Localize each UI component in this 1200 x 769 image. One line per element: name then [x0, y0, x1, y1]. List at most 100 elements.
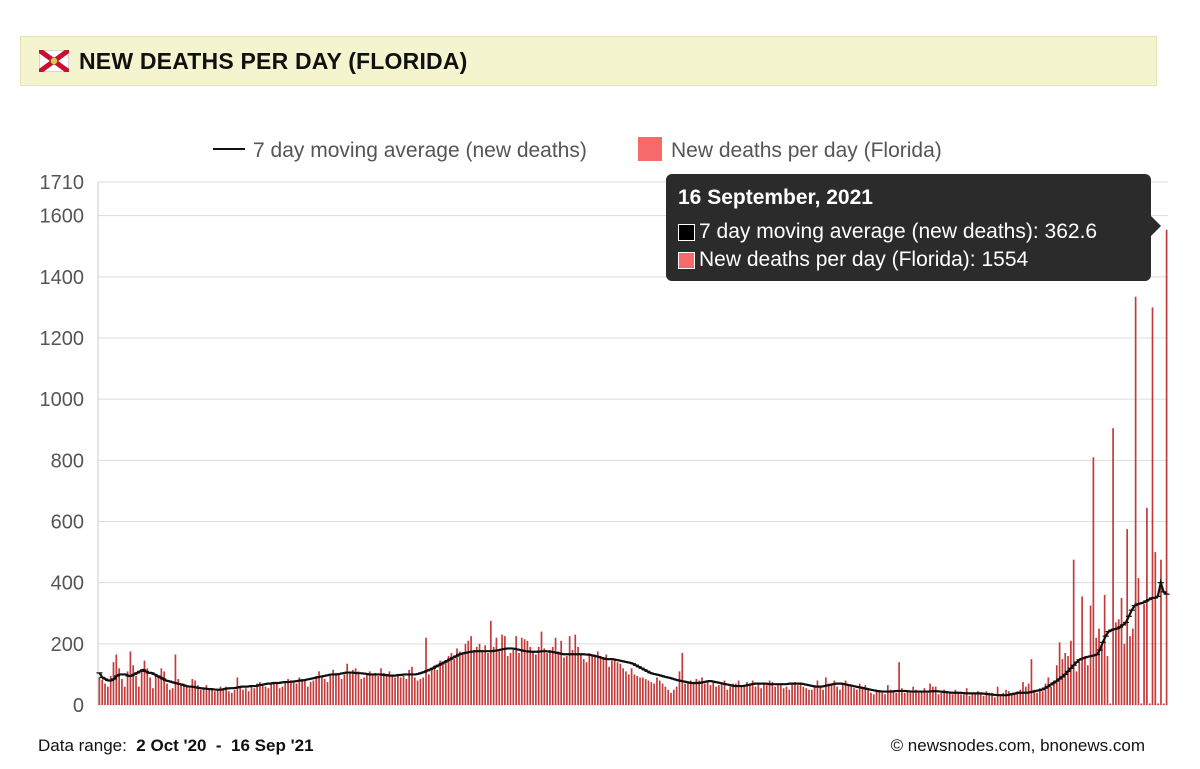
bar[interactable] [1055, 665, 1058, 705]
bar[interactable] [363, 677, 365, 705]
bar[interactable] [335, 672, 337, 705]
bar[interactable] [501, 634, 503, 705]
bar[interactable] [160, 668, 163, 705]
bar[interactable] [957, 692, 960, 705]
bar[interactable] [841, 683, 844, 705]
bar[interactable] [1024, 686, 1027, 705]
legend-bar-swatch[interactable] [638, 137, 662, 161]
bar[interactable] [915, 689, 917, 705]
bar[interactable] [1019, 689, 1022, 705]
bar[interactable] [737, 680, 740, 705]
bar[interactable] [419, 679, 422, 705]
bar[interactable] [779, 685, 782, 705]
bar[interactable] [146, 668, 149, 705]
bar[interactable] [633, 674, 636, 705]
bar[interactable] [447, 656, 450, 705]
bar[interactable] [718, 685, 720, 705]
bar[interactable] [833, 680, 836, 705]
bar[interactable] [112, 662, 115, 705]
bar[interactable] [644, 679, 647, 705]
bar[interactable] [650, 682, 653, 705]
bar[interactable] [940, 692, 943, 705]
bar[interactable] [239, 686, 242, 705]
bar[interactable] [101, 679, 104, 705]
bar[interactable] [999, 694, 1002, 705]
bar[interactable] [1002, 692, 1005, 705]
bar[interactable] [492, 646, 495, 705]
bar[interactable] [422, 677, 425, 705]
bar[interactable] [861, 686, 864, 705]
bar[interactable] [326, 682, 329, 705]
bar[interactable] [315, 675, 318, 705]
bar[interactable] [872, 694, 875, 705]
bar[interactable] [250, 686, 253, 705]
bar[interactable] [163, 671, 166, 705]
bar[interactable] [920, 691, 923, 705]
bar[interactable] [813, 685, 816, 705]
bar[interactable] [667, 689, 670, 705]
bar[interactable] [608, 666, 610, 705]
bar[interactable] [402, 675, 405, 705]
bar[interactable] [929, 683, 931, 705]
bar[interactable] [1151, 307, 1154, 705]
bar[interactable] [287, 679, 289, 705]
bar[interactable] [1064, 653, 1067, 705]
bar[interactable] [960, 694, 962, 705]
bar[interactable] [129, 651, 132, 705]
bar[interactable] [329, 675, 332, 705]
bar[interactable] [529, 646, 532, 705]
bar[interactable] [734, 683, 737, 705]
bar[interactable] [487, 653, 489, 705]
bar[interactable] [109, 675, 112, 705]
bar[interactable] [839, 689, 841, 705]
bar[interactable] [754, 686, 757, 705]
bar[interactable] [948, 692, 951, 705]
bar[interactable] [574, 634, 577, 705]
bar[interactable] [309, 682, 312, 705]
bar[interactable] [1120, 597, 1123, 705]
bar[interactable] [1078, 662, 1081, 705]
bar[interactable] [1005, 689, 1007, 705]
bar[interactable] [796, 685, 799, 705]
bar[interactable] [194, 680, 196, 705]
bar[interactable] [259, 682, 261, 705]
bar[interactable] [444, 662, 447, 705]
bar[interactable] [746, 682, 748, 705]
bar[interactable] [988, 692, 991, 705]
bar[interactable] [1047, 677, 1050, 705]
bar[interactable] [993, 697, 996, 705]
bar[interactable] [152, 688, 154, 705]
bar[interactable] [642, 677, 644, 705]
bar[interactable] [895, 692, 898, 705]
bar[interactable] [1039, 688, 1041, 705]
bar[interactable] [368, 671, 371, 705]
bar[interactable] [244, 688, 247, 705]
bar[interactable] [1146, 507, 1148, 705]
bar[interactable] [580, 654, 582, 705]
bar[interactable] [137, 686, 140, 705]
bar[interactable] [233, 689, 236, 705]
bar[interactable] [647, 680, 650, 705]
bar[interactable] [923, 688, 926, 705]
bar[interactable] [687, 682, 689, 705]
bar[interactable] [560, 640, 563, 705]
bar[interactable] [1081, 596, 1083, 705]
bar[interactable] [464, 643, 467, 705]
bar[interactable] [788, 689, 791, 705]
bar[interactable] [1072, 559, 1075, 705]
bar[interactable] [1075, 671, 1078, 705]
bar[interactable] [554, 637, 557, 705]
bar[interactable] [906, 691, 909, 705]
bar[interactable] [304, 680, 306, 705]
bar[interactable] [1058, 642, 1061, 705]
bar[interactable] [706, 682, 709, 705]
bar[interactable] [870, 692, 872, 705]
bar[interactable] [819, 686, 822, 705]
bar[interactable] [664, 686, 667, 705]
bar[interactable] [568, 636, 571, 705]
bar[interactable] [149, 677, 151, 705]
bar[interactable] [875, 689, 878, 705]
bar[interactable] [270, 683, 273, 705]
bar[interactable] [543, 648, 546, 705]
bar[interactable] [346, 663, 349, 705]
